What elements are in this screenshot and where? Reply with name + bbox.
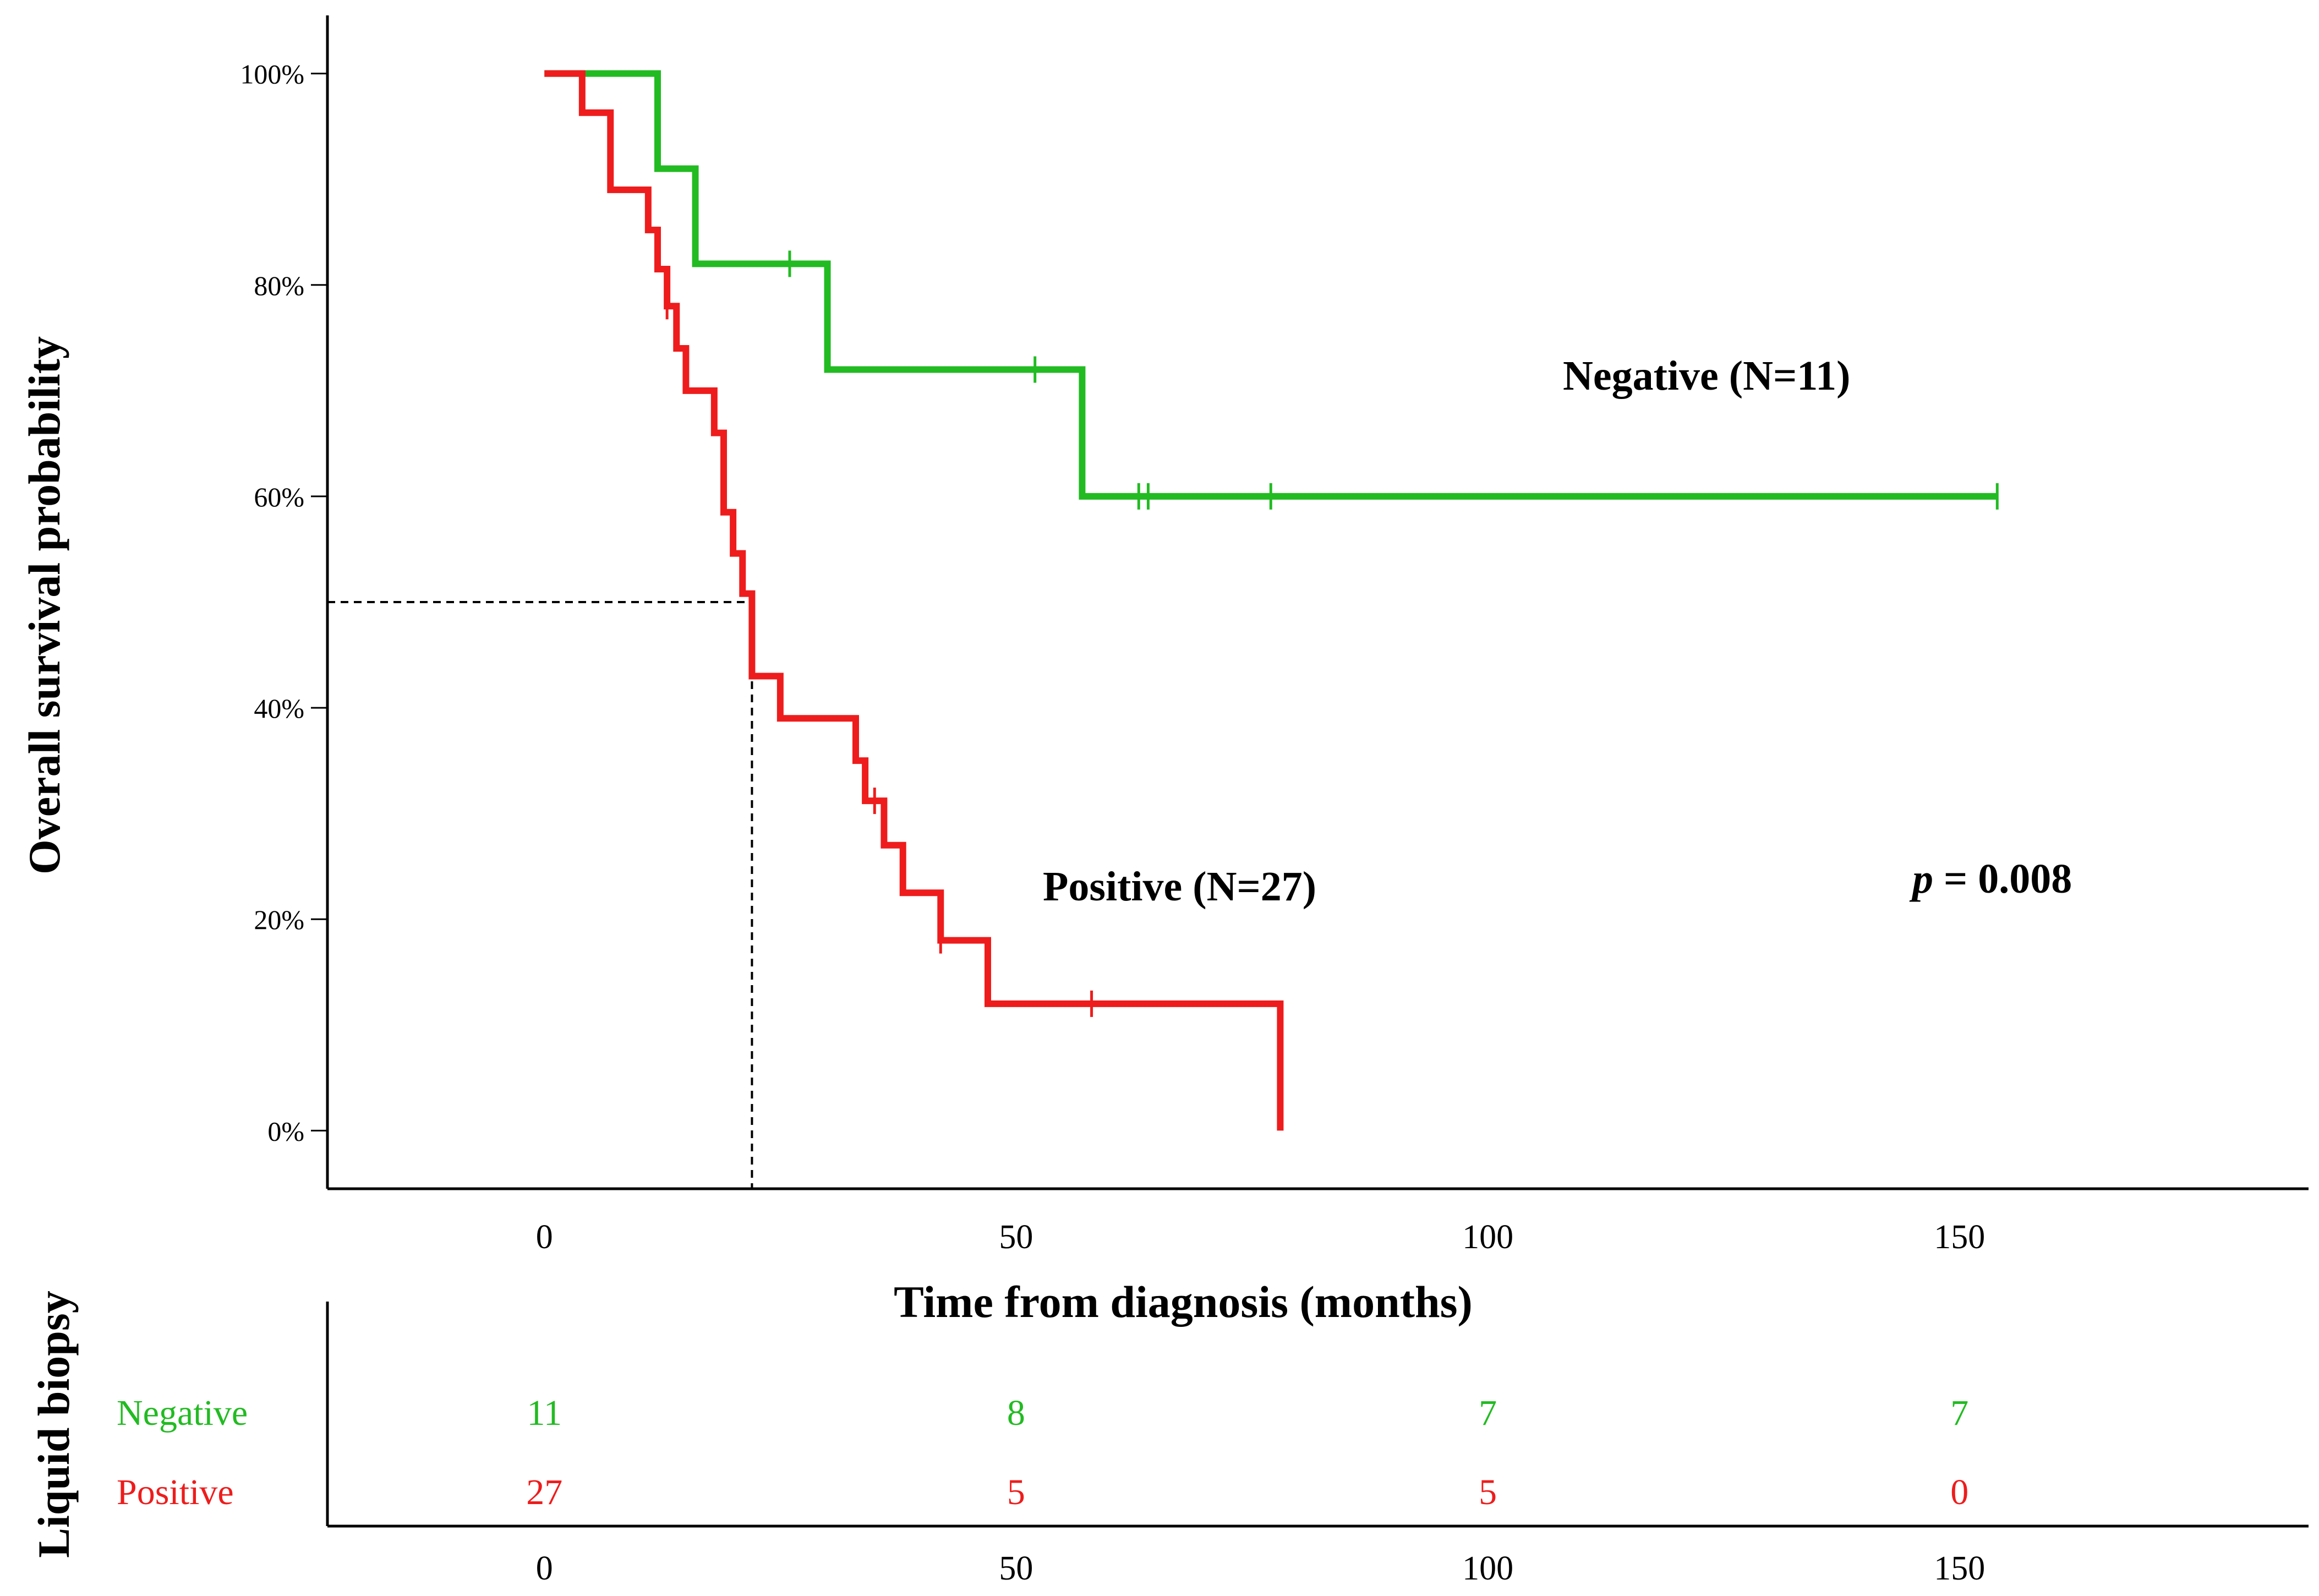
risk-time-ticks: 0 50 100 150 <box>536 1550 1985 1587</box>
risk-row-label-positive: Positive <box>117 1472 234 1512</box>
risk-time-label: 100 <box>1462 1550 1513 1587</box>
survival-curve-positive <box>544 70 1284 1131</box>
risk-count-negative: 11 <box>527 1393 562 1433</box>
risk-count-positive: 27 <box>526 1472 562 1512</box>
risk-count-positive: 0 <box>1950 1472 1968 1512</box>
y-tick-label: 20% <box>254 904 304 935</box>
risk-cells: 11 8 7 7 27 5 5 0 <box>526 1393 1968 1512</box>
risk-count-positive: 5 <box>1479 1472 1497 1512</box>
series-layer <box>544 70 1999 1131</box>
x-tick-label: 150 <box>1934 1218 1985 1256</box>
x-axis-title: Time from diagnosis (months) <box>894 1277 1473 1327</box>
risk-time-label: 50 <box>999 1550 1033 1587</box>
y-tick-label: 60% <box>254 482 304 512</box>
survival-curve-negative <box>544 70 1998 500</box>
p-value-symbol: p <box>1909 856 1933 902</box>
risk-time-label: 0 <box>536 1550 553 1587</box>
p-value-text: = 0.008 <box>1933 856 2072 902</box>
x-tick-label: 100 <box>1462 1218 1513 1256</box>
risk-count-positive: 5 <box>1007 1472 1025 1512</box>
x-tick-label: 50 <box>999 1218 1033 1256</box>
series-label-positive: Positive (N=27) <box>1043 863 1316 910</box>
risk-table: Liquid biopsy Negative Positive 11 8 7 7 27 5… <box>29 1291 2309 1587</box>
x-ticks: 0 50 100 150 <box>536 1218 1985 1256</box>
risk-table-title: Liquid biopsy <box>29 1291 79 1557</box>
y-axis-title: Overall survival probability <box>19 336 69 874</box>
y-tick-label: 40% <box>254 693 304 724</box>
risk-count-negative: 7 <box>1479 1393 1497 1433</box>
y-tick-label: 100% <box>240 59 304 90</box>
y-ticks: 0% 20% 40% 60% 80% 100% <box>240 59 327 1146</box>
risk-count-negative: 7 <box>1950 1393 1968 1433</box>
y-tick-label: 0% <box>267 1116 304 1146</box>
y-tick-label: 80% <box>254 270 304 301</box>
series-label-negative: Negative (N=11) <box>1563 353 1850 399</box>
median-lines <box>327 601 753 1189</box>
risk-row-label-negative: Negative <box>117 1393 248 1433</box>
risk-time-label: 150 <box>1934 1550 1985 1587</box>
risk-count-negative: 8 <box>1007 1393 1025 1433</box>
p-value-annotation: p = 0.008 <box>1909 856 2072 902</box>
x-tick-label: 0 <box>536 1218 553 1256</box>
